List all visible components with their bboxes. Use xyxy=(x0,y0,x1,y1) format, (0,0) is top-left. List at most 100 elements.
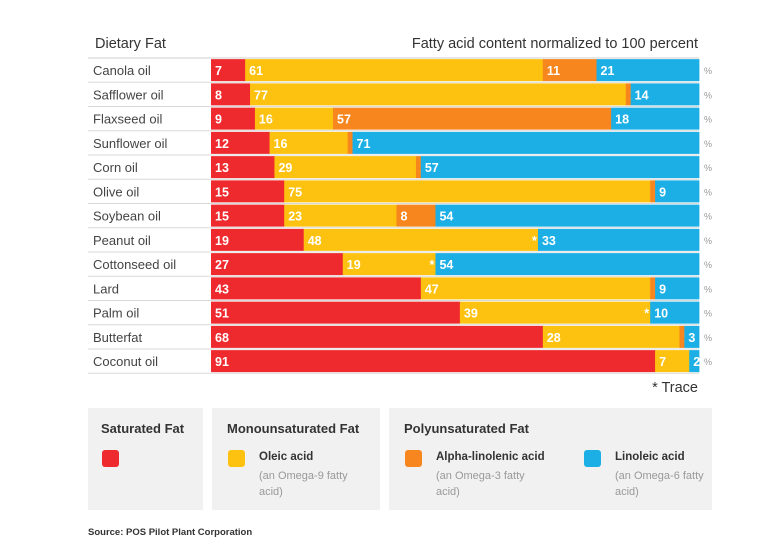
data-label-canola-oil-linoleic-acid: 21 xyxy=(601,64,615,78)
bar-peanut-oil-saturated-fat xyxy=(211,228,305,251)
data-label-palm-oil-linoleic-acid: 10 xyxy=(654,307,668,321)
bar-soybean-oil-oleic-acid xyxy=(284,204,397,227)
bar-coconut-oil-linoleic-acid xyxy=(689,350,700,373)
bar-lard-alpha-linolenic-acid xyxy=(650,277,656,300)
data-label-corn-oil-linoleic-acid: 57 xyxy=(425,161,439,175)
bar-flaxseed-oil-alpha-linolenic-acid xyxy=(333,107,612,130)
data-label-butterfat-linoleic-acid: 3 xyxy=(688,331,695,345)
category-label-cottonseed-oil: Cottonseed oil xyxy=(93,257,176,272)
legend-saturated-title: Saturated Fat xyxy=(101,421,185,436)
bar-sunflower-oil-linoleic-acid xyxy=(352,131,700,154)
bar-sunflower-oil-saturated-fat xyxy=(211,131,270,154)
bar-cottonseed-oil-linoleic-acid xyxy=(435,253,700,276)
bar-butterfat-linoleic-acid xyxy=(684,325,700,348)
category-label-palm-oil: Palm oil xyxy=(93,306,139,321)
data-label-lard-linoleic-acid: 9 xyxy=(659,282,666,296)
trace-marker-cottonseed-oil-alpha-linolenic-acid: * xyxy=(429,258,434,272)
trace-footnote: * Trace xyxy=(652,380,698,396)
legend-linoleic-sub: (an Omega-6 fatty acid) xyxy=(615,470,704,498)
source-credit: Source: POS Pilot Plant Corporation xyxy=(88,527,253,538)
trace-marker-peanut-oil-alpha-linolenic-acid: * xyxy=(532,234,537,248)
percent-sign-corn-oil: % xyxy=(704,163,712,173)
legend-mono-box: Monounsaturated Fat Oleic acid (an Omega… xyxy=(212,408,380,510)
percent-sign-sunflower-oil: % xyxy=(704,139,712,149)
data-label-sunflower-oil-linoleic-acid: 71 xyxy=(357,137,371,151)
bar-safflower-oil-linoleic-acid xyxy=(630,83,700,106)
category-label-butterfat: Butterfat xyxy=(93,330,143,345)
bar-sunflower-oil-oleic-acid xyxy=(269,131,349,154)
bar-palm-oil-oleic-acid xyxy=(459,301,651,324)
bar-corn-oil-saturated-fat xyxy=(211,156,275,179)
percent-sign-coconut-oil: % xyxy=(704,357,712,367)
percent-sign-palm-oil: % xyxy=(704,309,712,319)
bar-safflower-oil-saturated-fat xyxy=(211,83,251,106)
percent-sign-lard: % xyxy=(704,284,712,294)
bar-flaxseed-oil-oleic-acid xyxy=(254,107,334,130)
data-label-flaxseed-oil-saturated-fat: 9 xyxy=(215,113,222,127)
data-label-canola-oil-oleic-acid: 61 xyxy=(249,64,263,78)
percent-sign-safflower-oil: % xyxy=(704,90,712,100)
legend-poly-title: Polyunsaturated Fat xyxy=(404,421,529,436)
bar-coconut-oil-oleic-acid xyxy=(655,350,690,373)
data-label-palm-oil-oleic-acid: 39 xyxy=(464,307,478,321)
data-label-sunflower-oil-oleic-acid: 16 xyxy=(274,137,288,151)
bar-soybean-oil-linoleic-acid xyxy=(435,204,700,227)
data-label-corn-oil-saturated-fat: 13 xyxy=(215,161,229,175)
bar-lard-oleic-acid xyxy=(420,277,651,300)
bar-soybean-oil-alpha-linolenic-acid xyxy=(396,204,436,227)
data-label-butterfat-saturated-fat: 68 xyxy=(215,331,229,345)
bar-cottonseed-oil-saturated-fat xyxy=(211,253,344,276)
bar-palm-oil-linoleic-acid xyxy=(650,301,700,324)
stacked-bar-chart: Canola oil 7 61 11 21% Safflower oil 8 7 71 14% Fl… xyxy=(88,57,712,374)
legend-oleic-sub: (an Omega-9 fatty acid) xyxy=(259,470,348,498)
data-label-lard-saturated-fat: 43 xyxy=(215,282,229,296)
bar-butterfat-oleic-acid xyxy=(542,325,680,348)
bar-corn-oil-linoleic-acid xyxy=(420,156,700,179)
bar-canola-oil-alpha-linolenic-acid xyxy=(542,59,597,82)
data-label-cottonseed-oil-saturated-fat: 27 xyxy=(215,258,229,272)
percent-sign-olive-oil: % xyxy=(704,187,712,197)
bar-lard-saturated-fat xyxy=(211,277,422,300)
percent-sign-flaxseed-oil: % xyxy=(704,115,712,125)
bar-peanut-oil-linoleic-acid xyxy=(537,228,700,251)
legend-saturated-box: Saturated Fat xyxy=(88,408,203,510)
data-label-peanut-oil-linoleic-acid: 33 xyxy=(542,234,556,248)
bar-palm-oil-saturated-fat xyxy=(211,301,461,324)
data-label-flaxseed-oil-oleic-acid: 16 xyxy=(259,113,273,127)
column-header-dietary-fat: Dietary Fat xyxy=(95,36,166,52)
category-label-olive-oil: Olive oil xyxy=(93,184,139,199)
data-label-peanut-oil-oleic-acid: 48 xyxy=(308,234,322,248)
data-label-sunflower-oil-saturated-fat: 12 xyxy=(215,137,229,151)
data-label-flaxseed-oil-linoleic-acid: 18 xyxy=(615,113,629,127)
bar-flaxseed-oil-linoleic-acid xyxy=(611,107,700,130)
category-label-coconut-oil: Coconut oil xyxy=(93,354,158,369)
percent-sign-canola-oil: % xyxy=(704,66,712,76)
percent-sign-soybean-oil: % xyxy=(704,212,712,222)
bar-peanut-oil-oleic-acid xyxy=(303,228,539,251)
bar-olive-oil-linoleic-acid xyxy=(655,180,700,203)
bar-canola-oil-saturated-fat xyxy=(211,59,246,82)
legend-mono-title: Monounsaturated Fat xyxy=(227,421,360,436)
bar-canola-oil-linoleic-acid xyxy=(596,59,700,82)
data-label-olive-oil-linoleic-acid: 9 xyxy=(659,185,666,199)
data-label-coconut-oil-saturated-fat: 91 xyxy=(215,355,229,369)
category-label-lard: Lard xyxy=(93,281,119,296)
data-label-canola-oil-saturated-fat: 7 xyxy=(215,64,222,78)
bar-safflower-oil-alpha-linolenic-acid xyxy=(625,83,632,106)
legend-alpha-sub: (an Omega-3 fatty acid) xyxy=(436,470,525,498)
data-label-safflower-oil-linoleic-acid: 14 xyxy=(635,88,649,102)
data-label-cottonseed-oil-oleic-acid: 19 xyxy=(347,258,361,272)
bar-soybean-oil-saturated-fat xyxy=(211,204,285,227)
percent-sign-butterfat: % xyxy=(704,333,712,343)
bar-coconut-oil-saturated-fat xyxy=(211,350,656,373)
data-label-olive-oil-saturated-fat: 15 xyxy=(215,185,229,199)
category-label-peanut-oil: Peanut oil xyxy=(93,233,151,248)
data-label-corn-oil-oleic-acid: 29 xyxy=(278,161,292,175)
category-label-soybean-oil: Soybean oil xyxy=(93,209,161,224)
bar-butterfat-alpha-linolenic-acid xyxy=(679,325,685,348)
bar-cottonseed-oil-oleic-acid xyxy=(342,253,436,276)
trace-marker-palm-oil-alpha-linolenic-acid: * xyxy=(644,307,649,321)
data-label-peanut-oil-saturated-fat: 19 xyxy=(215,234,229,248)
bar-butterfat-saturated-fat xyxy=(211,325,544,348)
bar-lard-linoleic-acid xyxy=(655,277,700,300)
